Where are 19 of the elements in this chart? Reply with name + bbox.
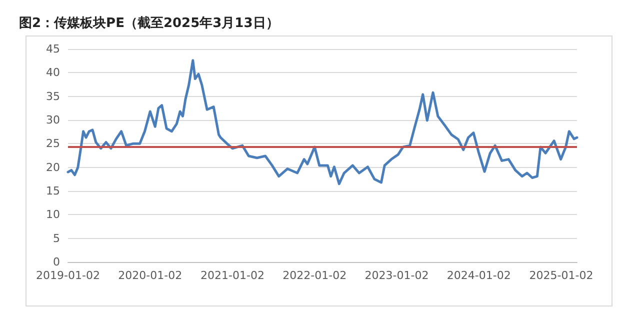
x-tick-label: 2020-01-02 [118, 269, 182, 282]
x-tick-label: 2025-01-02 [529, 269, 594, 282]
y-tick-label: 30 [46, 114, 60, 126]
y-tick-label: 0 [53, 256, 60, 268]
x-tick-label: 2024-01-02 [446, 269, 511, 282]
y-tick-label: 5 [53, 232, 60, 245]
line-series [66, 59, 578, 186]
chart-title: 图2：传媒板块PE（截至2025年3月13日） [19, 16, 279, 31]
y-tick-label: 35 [46, 90, 60, 103]
x-tick-label: 2023-01-02 [364, 269, 429, 282]
x-tick-label: 2022-01-02 [282, 269, 347, 282]
y-tick-label: 40 [46, 66, 60, 80]
y-tick-label: 25 [46, 137, 60, 150]
y-tick-label: 45 [46, 42, 60, 56]
y-tick-label: 20 [46, 160, 60, 174]
y-tick-label: 10 [46, 208, 60, 222]
x-tick-label: 2021-01-02 [200, 269, 264, 282]
y-tick-label: 15 [46, 184, 60, 198]
x-tick-label: 2019-01-02 [36, 269, 100, 282]
